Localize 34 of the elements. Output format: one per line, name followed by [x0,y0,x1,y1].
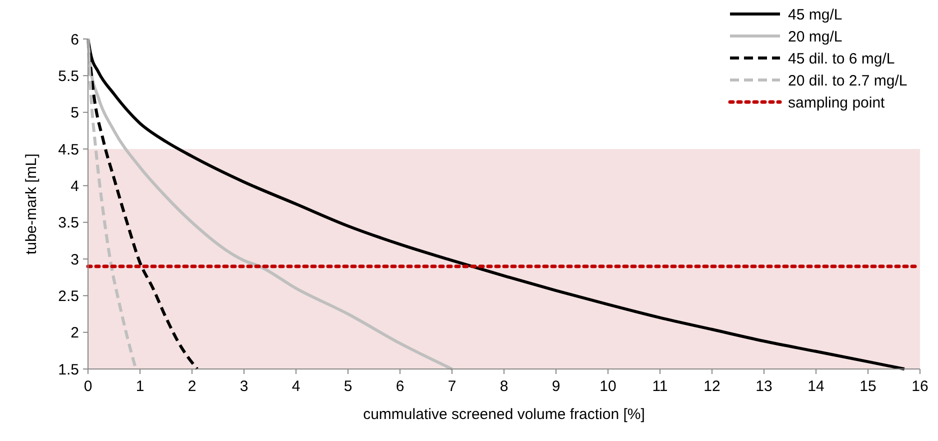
y-tick-label: 5 [70,104,79,122]
y-axis-title: tube-mark [mL] [23,154,40,254]
legend-label: sampling point [788,94,886,112]
x-tick-label: 6 [396,378,404,395]
x-tick-label: 7 [448,378,456,395]
legend-label: 45 dil. to 6 mg/L [788,50,895,68]
x-tick-label: 13 [756,378,772,395]
x-axis-title: cummulative screened volume fraction [%] [363,406,645,423]
y-tick-label: 3.5 [58,214,79,232]
x-tick-label: 14 [808,378,824,395]
x-tick-label: 12 [704,378,720,395]
y-tick-label: 3 [70,251,79,268]
y-tick-label: 4 [70,178,79,195]
y-tick-label: 1.5 [58,361,79,378]
x-tick-label: 5 [344,378,352,395]
x-tick-label: 15 [860,378,876,395]
y-tick-label: 2.5 [58,288,79,305]
y-tick-label: 6 [70,31,79,48]
x-tick-label: 2 [188,378,196,395]
y-tick-label: 5.5 [58,68,79,85]
legend-label: 20 dil. to 2.7 mg/L [788,72,908,90]
x-tick-label: 16 [912,378,928,395]
x-tick-label: 4 [292,378,300,395]
x-tick-label: 9 [552,378,560,395]
x-tick-label: 3 [240,378,248,395]
x-tick-label: 10 [600,378,616,395]
y-tick-label: 4.5 [58,141,79,158]
x-tick-label: 1 [136,378,144,395]
x-tick-label: 11 [652,378,668,395]
x-tick-label: 8 [500,378,508,395]
legend-label: 45 mg/L [788,6,842,24]
x-tick-label: 0 [84,378,92,395]
legend-label: 20 mg/L [788,28,842,46]
y-tick-label: 2 [70,324,79,342]
